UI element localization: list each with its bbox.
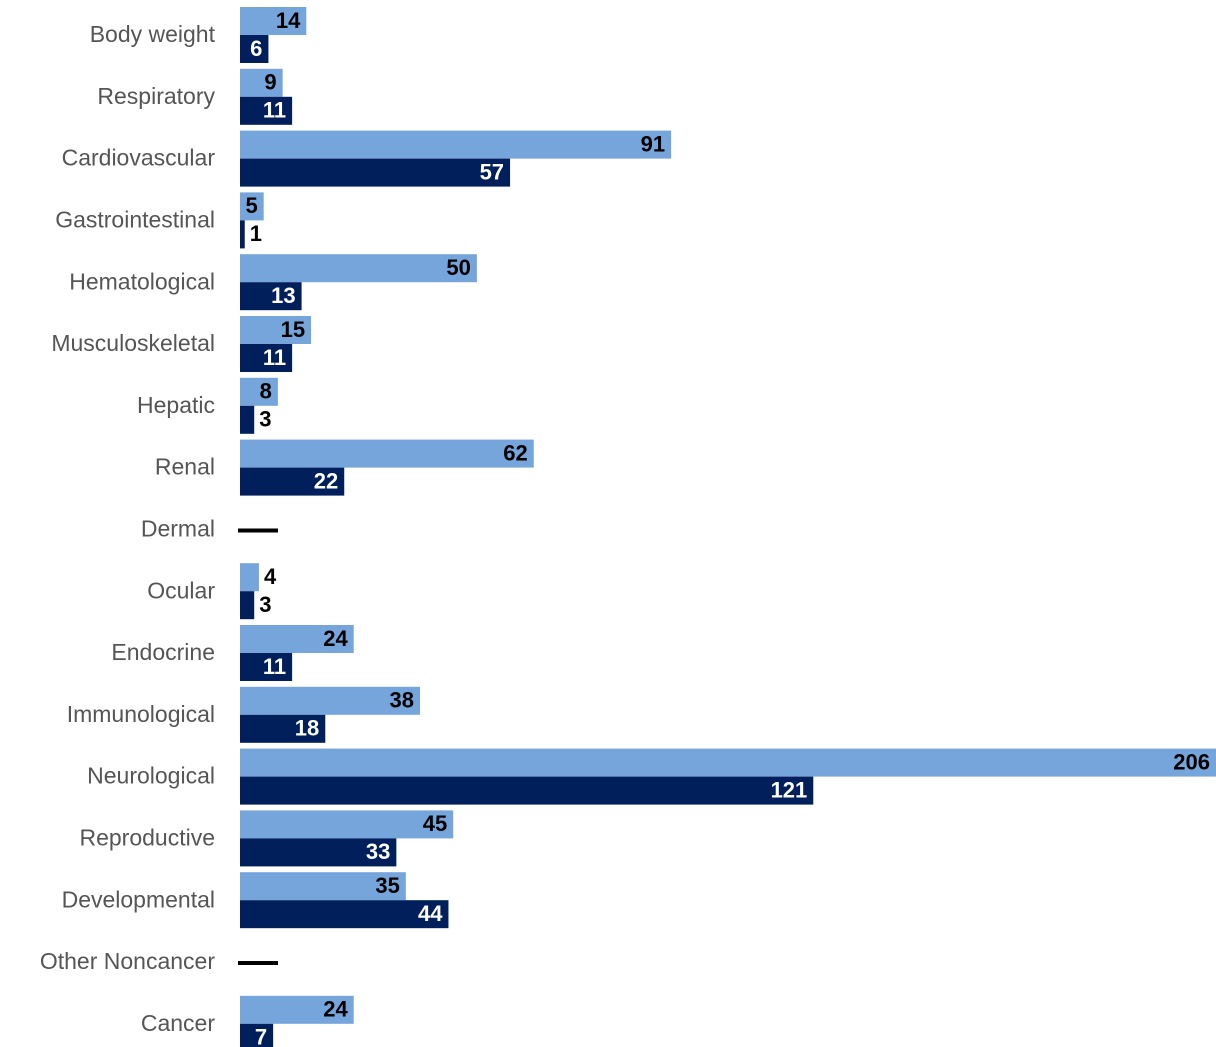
category-label-cardiovascular: Cardiovascular (62, 145, 216, 171)
value-label-endocrine-series-1: 24 (323, 626, 348, 651)
category-label-musculoskeletal: Musculoskeletal (51, 330, 215, 356)
category-labels: Body weight Respiratory Cardiovascular Gast… (40, 21, 216, 1036)
value-label-cancer-series-2: 7 (255, 1025, 267, 1047)
value-label-body-weight-series-1: 14 (276, 8, 301, 33)
category-label-hematological: Hematological (69, 268, 215, 294)
bar-gastrointestinal-series-1 (240, 192, 264, 221)
category-label-renal: Renal (155, 454, 215, 480)
bars (240, 7, 1216, 1047)
bar-renal-series-1 (240, 439, 534, 468)
category-label-body-weight: Body weight (90, 21, 216, 47)
bar-neurological-series-2 (240, 776, 814, 805)
value-label-developmental-series-1: 35 (375, 873, 399, 898)
bar-hematological-series-2 (240, 282, 302, 311)
value-label-hematological-series-1: 50 (446, 255, 470, 280)
bar-cardiovascular-series-1 (240, 130, 672, 159)
category-label-hepatic: Hepatic (137, 392, 215, 418)
bar-hepatic-series-1 (240, 377, 278, 406)
category-label-other-noncancer: Other Noncancer (40, 948, 215, 974)
category-label-respiratory: Respiratory (97, 83, 215, 109)
value-labels: 14 69 11 91 57 5 1 50 13 15 11 8 3 62 22 — 4 3 24 11 38 18 206… (238, 8, 1210, 1047)
value-label-cardiovascular-series-1: 91 (641, 131, 665, 156)
bar-hepatic-series-2 (240, 405, 255, 434)
bar-ocular-series-2 (240, 591, 255, 620)
value-label-musculoskeletal-series-1: 15 (281, 317, 305, 342)
value-label-renal-series-2: 22 (314, 468, 338, 493)
bar-cardiovascular-series-2 (240, 158, 511, 187)
value-label-reproductive-series-2: 33 (366, 839, 390, 864)
bar-body-weight-series-1 (240, 7, 307, 35)
value-label-immunological-series-1: 38 (390, 688, 414, 713)
bar-respiratory-series-2 (240, 96, 293, 125)
bar-cancer-series-2 (240, 1023, 274, 1047)
value-label-endocrine-series-2: 11 (263, 654, 286, 679)
value-label-hematological-series-2: 13 (271, 283, 295, 308)
value-label-hepatic-series-1: 8 (260, 379, 272, 404)
bar-immunological-series-2 (240, 714, 326, 743)
bar-cancer-series-1 (240, 995, 354, 1024)
bar-ocular-series-1 (240, 563, 259, 592)
value-label-gastrointestinal-series-1: 5 (245, 193, 257, 218)
value-label-gastrointestinal-series-2: 1 (250, 221, 262, 246)
value-label-reproductive-series-1: 45 (423, 811, 447, 836)
bar-endocrine-series-1 (240, 625, 354, 653)
category-label-endocrine: Endocrine (111, 639, 215, 665)
value-label-hepatic-series-2: 3 (259, 407, 271, 432)
category-label-gastrointestinal: Gastrointestinal (55, 206, 215, 232)
value-label-ocular-series-1: 4 (264, 564, 277, 589)
bar-developmental-series-2 (240, 900, 449, 929)
bar-musculoskeletal-series-2 (240, 344, 293, 372)
category-label-reproductive: Reproductive (79, 824, 215, 850)
category-label-dermal: Dermal (141, 515, 215, 541)
value-label-neurological-series-1: 206 (1173, 749, 1210, 774)
bar-renal-series-2 (240, 467, 345, 496)
missing-marker-other-noncancer: — (238, 939, 278, 983)
value-label-respiratory-series-1: 9 (264, 70, 276, 95)
bar-neurological-series-1 (240, 748, 1216, 777)
bar-body-weight-series-2 (240, 35, 269, 63)
value-label-cancer-series-1: 24 (323, 997, 348, 1022)
bar-hematological-series-1 (240, 254, 477, 283)
bar-developmental-series-1 (240, 872, 406, 901)
bar-immunological-series-1 (240, 686, 421, 715)
bar-endocrine-series-2 (240, 653, 293, 681)
category-label-developmental: Developmental (62, 886, 215, 912)
value-label-renal-series-1: 62 (503, 440, 527, 465)
bar-respiratory-series-1 (240, 68, 283, 97)
value-label-musculoskeletal-series-2: 11 (263, 345, 286, 370)
bar-gastrointestinal-series-2 (240, 220, 245, 249)
bar-reproductive-series-1 (240, 810, 454, 839)
category-label-cancer: Cancer (141, 1010, 215, 1036)
category-label-immunological: Immunological (67, 701, 215, 727)
value-label-respiratory-series-2: 11 (263, 98, 286, 123)
value-label-body-weight-series-2: 6 (250, 36, 262, 61)
value-label-developmental-series-2: 44 (418, 901, 443, 926)
category-label-ocular: Ocular (147, 577, 215, 603)
missing-marker-dermal: — (238, 506, 278, 550)
bar-musculoskeletal-series-1 (240, 316, 312, 344)
value-label-neurological-series-2: 121 (771, 777, 808, 802)
value-label-ocular-series-2: 3 (259, 592, 271, 617)
category-label-neurological: Neurological (87, 763, 215, 789)
bar-reproductive-series-2 (240, 838, 397, 867)
value-label-immunological-series-2: 18 (295, 716, 319, 741)
value-label-cardiovascular-series-2: 57 (480, 159, 504, 184)
